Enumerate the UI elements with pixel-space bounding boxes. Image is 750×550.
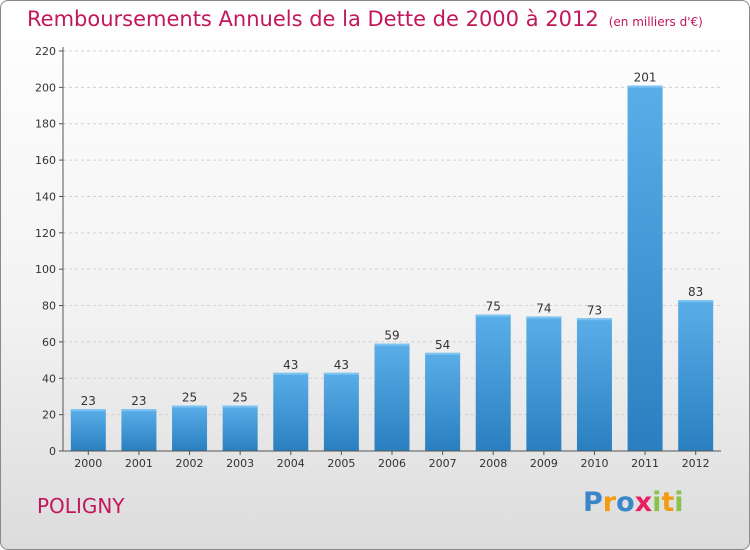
bar-2007 — [425, 352, 461, 451]
y-tick-label: 40 — [42, 372, 56, 385]
value-label: 23 — [81, 394, 96, 408]
bar-2010 — [576, 318, 612, 451]
y-tick-label: 160 — [35, 154, 56, 167]
x-tick-label: 2010 — [580, 457, 608, 470]
x-tick-label: 2007 — [429, 457, 457, 470]
bar-2000 — [70, 409, 106, 451]
x-tick-label: 2000 — [74, 457, 102, 470]
value-label: 25 — [182, 391, 197, 405]
y-tick-label: 140 — [35, 190, 56, 203]
bar-highlight — [374, 343, 410, 346]
y-tick-label: 220 — [35, 45, 56, 58]
value-label: 23 — [131, 394, 146, 408]
bar-highlight — [576, 318, 612, 321]
bar-2011 — [627, 85, 663, 451]
bar-2006 — [374, 343, 410, 451]
logo-letter: i — [674, 487, 684, 518]
bar-2008 — [475, 314, 511, 451]
x-tick-label: 2001 — [125, 457, 153, 470]
x-tick-label: 2009 — [530, 457, 558, 470]
value-label: 73 — [587, 303, 602, 317]
x-tick-label: 2012 — [682, 457, 710, 470]
y-tick-label: 120 — [35, 227, 56, 240]
value-label: 75 — [486, 300, 501, 314]
bar-highlight — [70, 409, 106, 412]
y-tick-label: 100 — [35, 263, 56, 276]
logo-letter: t — [661, 487, 675, 518]
y-tick-label: 200 — [35, 81, 56, 94]
bar-highlight — [273, 372, 309, 375]
x-tick-label: 2002 — [176, 457, 204, 470]
bar-highlight — [425, 352, 461, 355]
chart-title-text: Remboursements Annuels de la Dette de 20… — [27, 7, 599, 31]
bar-2002 — [172, 405, 208, 451]
commune-name: POLIGNY — [37, 494, 125, 518]
y-tick-label: 180 — [35, 118, 56, 131]
y-tick-label: 0 — [49, 445, 56, 458]
value-label: 25 — [233, 391, 248, 405]
x-tick-label: 2005 — [327, 457, 355, 470]
bar-highlight — [121, 409, 157, 412]
logo-letter: r — [602, 487, 617, 518]
x-tick-label: 2011 — [631, 457, 659, 470]
bar-highlight — [323, 372, 359, 375]
logo-letter: o — [616, 487, 635, 518]
proxiti-logo: Proxiti — [583, 487, 684, 518]
bar-highlight — [172, 405, 208, 408]
y-tick-label: 20 — [42, 409, 56, 422]
chart-title: Remboursements Annuels de la Dette de 20… — [27, 7, 703, 31]
bar-2004 — [273, 372, 309, 451]
logo-letter: i — [652, 487, 662, 518]
x-tick-label: 2004 — [277, 457, 305, 470]
bar-2003 — [222, 405, 258, 451]
bar-highlight — [627, 85, 663, 88]
x-tick-label: 2006 — [378, 457, 406, 470]
value-label: 43 — [283, 358, 298, 372]
y-tick-label: 80 — [42, 300, 56, 313]
bar-2012 — [678, 300, 714, 451]
value-label: 54 — [435, 338, 450, 352]
bar-2009 — [526, 316, 562, 451]
bar-2005 — [323, 372, 359, 451]
logo-letter: P — [583, 487, 603, 518]
value-label: 83 — [688, 285, 703, 299]
y-tick-label: 60 — [42, 336, 56, 349]
x-tick-label: 2008 — [479, 457, 507, 470]
value-label: 59 — [384, 329, 399, 343]
bar-highlight — [526, 316, 562, 319]
value-label: 201 — [634, 71, 657, 85]
bar-highlight — [222, 405, 258, 408]
x-tick-label: 2003 — [226, 457, 254, 470]
value-label: 43 — [334, 358, 349, 372]
logo-letter: x — [634, 487, 653, 518]
bar-highlight — [475, 314, 511, 317]
chart-unit: (en milliers d'€) — [608, 15, 703, 29]
value-label: 74 — [536, 301, 551, 315]
bar-2001 — [121, 409, 157, 451]
bar-highlight — [678, 300, 714, 303]
